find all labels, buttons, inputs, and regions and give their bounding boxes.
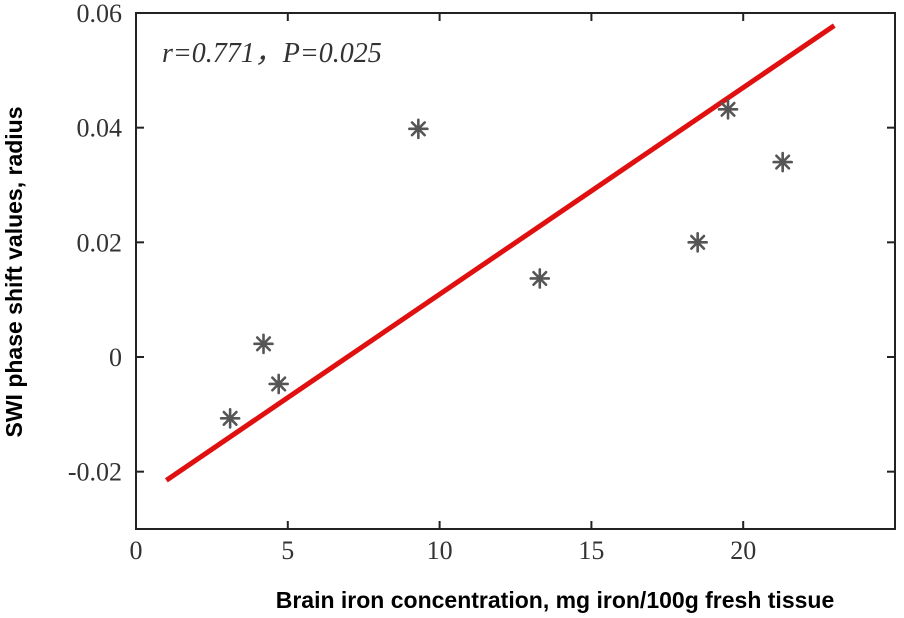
x-tick-label: 10 <box>427 536 453 565</box>
data-points <box>219 99 793 429</box>
data-point <box>408 118 429 140</box>
y-axis-label: SWI phase shift values, radius <box>1 106 27 437</box>
x-tick-label: 20 <box>730 536 756 565</box>
plot-area <box>135 12 896 530</box>
fit-line-layer <box>164 23 836 483</box>
data-point <box>268 373 289 395</box>
regression-line <box>164 23 836 483</box>
y-tick-label: 0 <box>109 343 122 372</box>
x-tick-label: 0 <box>130 536 143 565</box>
data-point <box>253 333 274 355</box>
data-point <box>219 408 241 429</box>
y-tick-label: 0.06 <box>77 0 123 28</box>
data-point <box>772 151 793 173</box>
y-tick-label: -0.02 <box>68 458 122 487</box>
data-point <box>687 232 708 253</box>
correlation-annotation: r=0.771，P=0.025 <box>162 38 382 69</box>
x-axis-label: Brain iron concentration, mg iron/100g f… <box>276 587 835 613</box>
y-tick-label: 0.02 <box>77 228 123 257</box>
data-point <box>717 99 739 120</box>
y-tick-label: 0.04 <box>77 114 123 143</box>
plot-frame <box>135 12 896 530</box>
x-tick-label: 5 <box>281 536 294 565</box>
x-tick-label: 15 <box>578 536 604 565</box>
data-point <box>529 268 551 289</box>
axis-ticks: 0 5 10 15 20 0.06 0.04 0.02 0 -0.02 <box>68 0 895 565</box>
